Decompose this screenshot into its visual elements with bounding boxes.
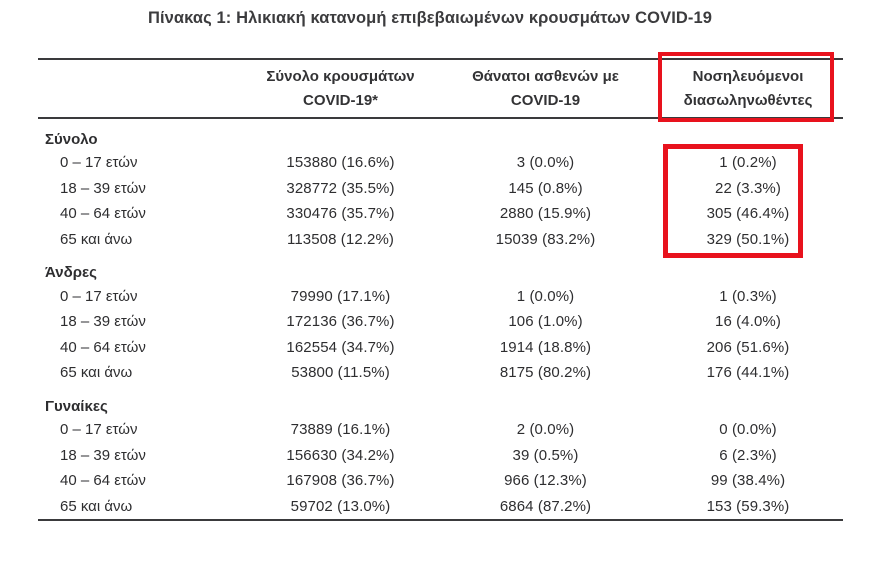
empty-cell [653, 386, 843, 417]
age-label: 0 – 17 ετών [60, 287, 138, 305]
table-header-row: Σύνολο κρουσμάτων COVID-19* Θάνατοι ασθε… [38, 59, 843, 118]
empty-cell [438, 252, 653, 283]
column-header-deaths: Θάνατοι ασθενών με COVID-19 [438, 59, 653, 118]
section-header-row-men: Άνδρες [38, 252, 843, 283]
intubated-value: 206 (51.6%) [706, 338, 790, 356]
intubated-value: 1 (0.2%) [719, 154, 777, 172]
table-row: 40 – 64 ετών 167908 (36.7%) 966 (12.3%) … [38, 468, 843, 494]
column-header-intubated: Νοσηλευόμενοι διασωληνωθέντες [653, 59, 843, 118]
column-header-intubated-line2: διασωληνωθέντες [683, 91, 813, 109]
cases-value: 53800 (11.5%) [291, 364, 390, 382]
intubated-value: 1 (0.3%) [719, 287, 777, 305]
intubated-value: 153 (59.3%) [706, 497, 790, 515]
age-label: 65 και άνω [60, 497, 133, 515]
section-label: Σύνολο [45, 131, 98, 148]
section-header-row-total: Σύνολο [38, 118, 843, 150]
column-header-cases-line2: COVID-19* [302, 91, 379, 109]
empty-cell [438, 118, 653, 150]
table-row: 0 – 17 ετών 153880 (16.6%) 3 (0.0%) 1 (0… [38, 150, 843, 176]
column-header-deaths-line1: Θάνατοι ασθενών με [472, 68, 619, 86]
age-label: 18 – 39 ετών [60, 313, 146, 331]
deaths-value: 1914 (18.8%) [499, 338, 592, 356]
cases-value: 79990 (17.1%) [290, 287, 391, 305]
cases-value: 330476 (35.7%) [286, 205, 395, 223]
intubated-value: 305 (46.4%) [706, 205, 790, 223]
empty-cell [653, 118, 843, 150]
age-label: 40 – 64 ετών [60, 205, 146, 223]
deaths-value: 1 (0.0%) [516, 287, 575, 305]
deaths-value: 2880 (15.9%) [499, 205, 592, 223]
cases-value: 156630 (34.2%) [286, 446, 395, 464]
deaths-value: 2 (0.0%) [516, 421, 575, 439]
deaths-value: 8175 (80.2%) [499, 364, 592, 382]
age-label: 18 – 39 ετών [60, 446, 146, 464]
table-row: 18 – 39 ετών 172136 (36.7%) 106 (1.0%) 1… [38, 309, 843, 335]
intubated-value: 16 (4.0%) [715, 313, 781, 331]
column-header-deaths-line2: COVID-19 [510, 91, 581, 109]
age-label: 65 και άνω [60, 231, 133, 249]
table-row: 65 και άνω 59702 (13.0%) 6864 (87.2%) 15… [38, 494, 843, 521]
table-row: 40 – 64 ετών 330476 (35.7%) 2880 (15.9%)… [38, 201, 843, 227]
section-label: Γυναίκες [45, 397, 108, 415]
age-label: 40 – 64 ετών [60, 338, 146, 356]
cases-value: 73889 (16.1%) [290, 421, 391, 439]
deaths-value: 106 (1.0%) [508, 313, 583, 331]
deaths-value: 15039 (83.2%) [495, 231, 596, 249]
intubated-value: 329 (50.1%) [706, 231, 790, 249]
cases-value: 113508 (12.2%) [286, 231, 395, 249]
deaths-value: 39 (0.5%) [512, 446, 579, 464]
table-row: 65 και άνω 53800 (11.5%) 8175 (80.2%) 17… [38, 360, 843, 386]
intubated-value: 0 (0.0%) [719, 421, 777, 439]
deaths-value: 145 (0.8%) [508, 179, 583, 197]
table-row: 40 – 64 ετών 162554 (34.7%) 1914 (18.8%)… [38, 335, 843, 361]
column-header-cases: Σύνολο κρουσμάτων COVID-19* [243, 59, 438, 118]
cases-value: 172136 (36.7%) [286, 313, 395, 331]
age-label: 0 – 17 ετών [60, 421, 138, 439]
deaths-value: 966 (12.3%) [504, 472, 587, 490]
table-title: Πίνακας 1: Ηλικιακή κατανομή επιβεβαιωμέ… [147, 9, 713, 27]
cases-value: 328772 (35.5%) [286, 179, 395, 197]
cases-value: 153880 (16.6%) [286, 154, 395, 172]
empty-cell [243, 118, 438, 150]
section-label: Άνδρες [45, 264, 97, 282]
intubated-value: 99 (38.4%) [710, 472, 786, 490]
intubated-value: 6 (2.3%) [719, 446, 777, 464]
empty-cell [243, 252, 438, 283]
table-row: 0 – 17 ετών 73889 (16.1%) 2 (0.0%) 0 (0.… [38, 417, 843, 443]
section-header-row-women: Γυναίκες [38, 386, 843, 417]
table-row: 0 – 17 ετών 79990 (17.1%) 1 (0.0%) 1 (0.… [38, 283, 843, 309]
age-label: 18 – 39 ετών [60, 179, 146, 197]
cases-value: 59702 (13.0%) [290, 497, 391, 515]
empty-cell [653, 252, 843, 283]
column-header-empty [38, 59, 243, 118]
empty-cell [243, 386, 438, 417]
column-header-intubated-line1: Νοσηλευόμενοι [692, 68, 804, 86]
empty-cell [438, 386, 653, 417]
deaths-value: 6864 (87.2%) [499, 497, 592, 515]
intubated-value: 176 (44.1%) [706, 364, 790, 382]
age-label: 0 – 17 ετών [60, 154, 138, 172]
column-header-cases-line1: Σύνολο κρουσμάτων [266, 68, 415, 86]
cases-value: 162554 (34.7%) [286, 338, 395, 356]
age-label: 40 – 64 ετών [60, 472, 146, 490]
table-row: 18 – 39 ετών 156630 (34.2%) 39 (0.5%) 6 … [38, 442, 843, 468]
cases-value: 167908 (36.7%) [286, 472, 395, 490]
intubated-value: 22 (3.3%) [715, 179, 781, 197]
table-row: 18 – 39 ετών 328772 (35.5%) 145 (0.8%) 2… [38, 176, 843, 202]
age-label: 65 και άνω [60, 364, 133, 382]
covid-age-distribution-table: Σύνολο κρουσμάτων COVID-19* Θάνατοι ασθε… [38, 58, 843, 521]
deaths-value: 3 (0.0%) [516, 154, 575, 172]
table-row: 65 και άνω 113508 (12.2%) 15039 (83.2%) … [38, 227, 843, 253]
